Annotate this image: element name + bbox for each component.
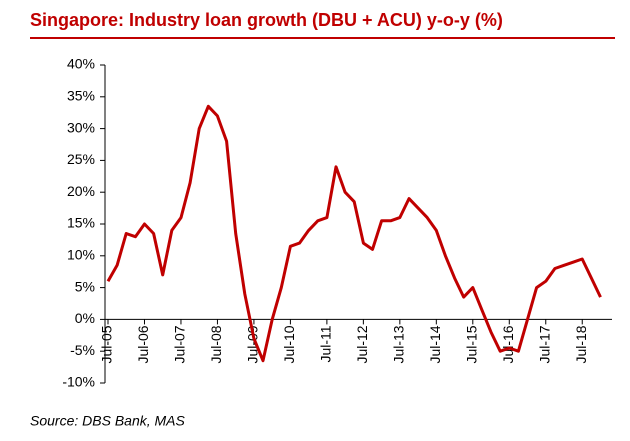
- x-tick-label: Jul-07: [172, 325, 188, 363]
- x-tick-label: Jul-06: [135, 325, 151, 363]
- x-tick-label: Jul-16: [500, 325, 516, 363]
- x-tick-label: Jul-15: [464, 325, 480, 363]
- y-tick-label: -5%: [70, 342, 95, 358]
- y-tick-label: 15%: [67, 215, 95, 231]
- x-tick-label: Jul-17: [536, 325, 552, 363]
- y-tick-label: 20%: [67, 183, 95, 199]
- y-tick-label: 25%: [67, 151, 95, 167]
- x-tick-label: Jul-14: [427, 325, 443, 363]
- y-tick-label: 40%: [67, 56, 95, 72]
- y-tick-label: 0%: [75, 310, 95, 326]
- source-note: Source: DBS Bank, MAS: [30, 413, 186, 429]
- x-tick-label: Jul-09: [245, 325, 261, 363]
- x-tick-label: Jul-10: [281, 325, 297, 363]
- x-tick-label: Jul-08: [208, 325, 224, 363]
- data-line: [106, 104, 602, 363]
- x-tick-label: Jul-13: [391, 325, 407, 363]
- y-tick-label: 5%: [75, 278, 95, 294]
- y-tick-label: 35%: [67, 88, 95, 104]
- y-tick-label: 10%: [67, 247, 95, 263]
- x-tick-label: Jul-05: [99, 325, 115, 363]
- x-tick-label: Jul-12: [354, 325, 370, 363]
- y-tick-label: 30%: [67, 119, 95, 135]
- x-tick-label: Jul-18: [573, 325, 589, 363]
- y-tick-label: -10%: [62, 374, 95, 390]
- chart-title: Singapore: Industry loan growth (DBU + A…: [30, 10, 503, 30]
- x-tick-label: Jul-11: [318, 325, 334, 362]
